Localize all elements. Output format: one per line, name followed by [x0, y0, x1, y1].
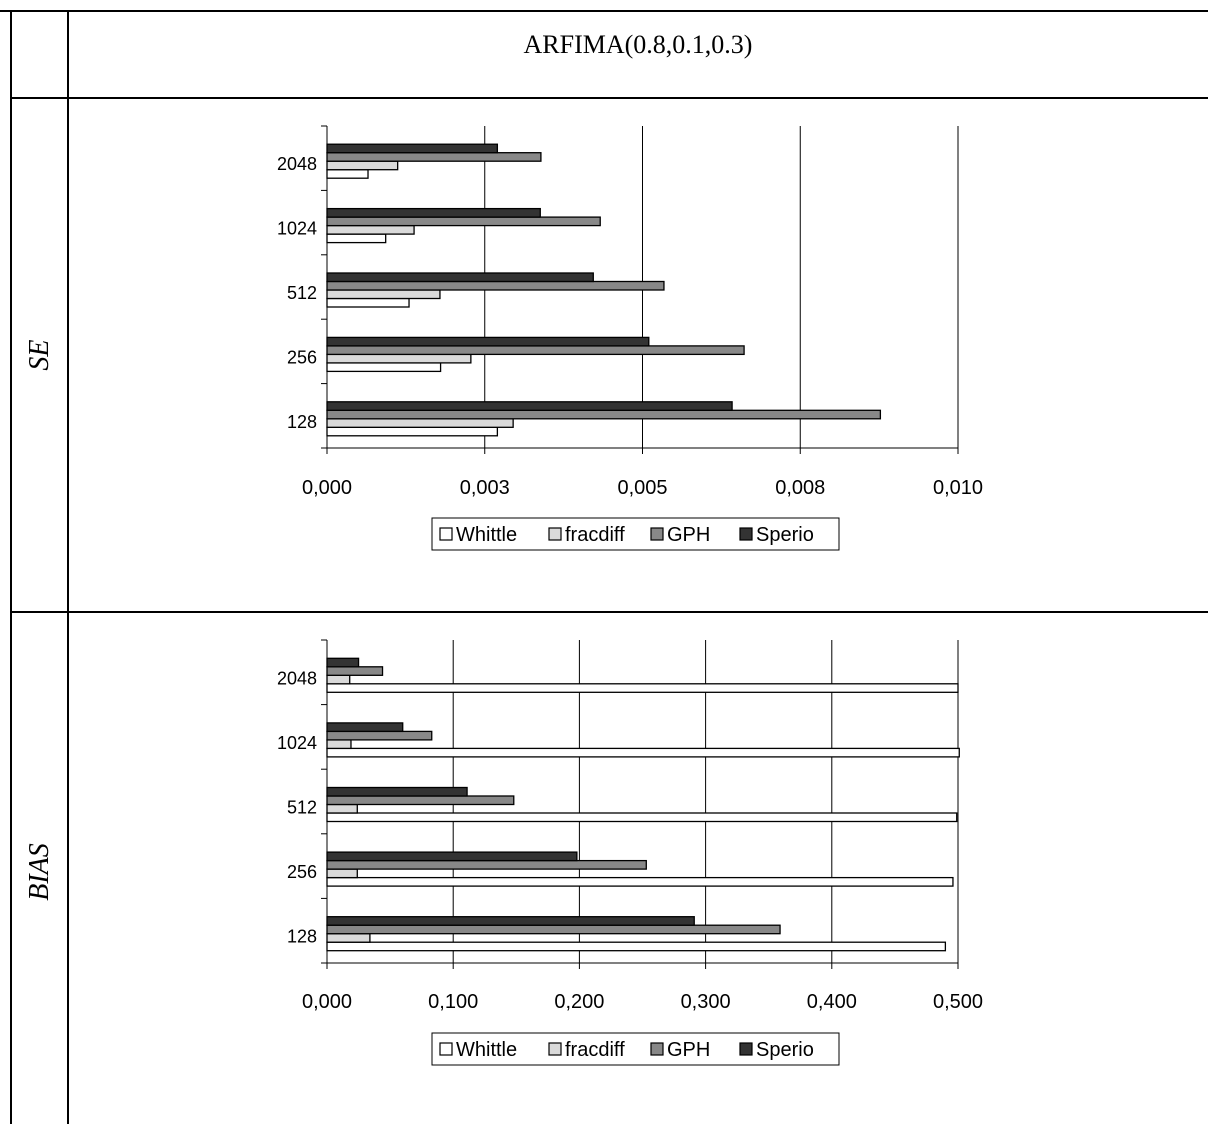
se-x-tick-label: 0,010 [933, 477, 983, 499]
bias-legend-label: fracdiff [565, 1039, 625, 1061]
bias-category-label: 1024 [277, 733, 317, 753]
se-legend-swatch-gph [650, 527, 664, 541]
se-bar-fracdiff-128 [326, 418, 514, 428]
bias-bar-whittle-256 [326, 876, 954, 887]
se-x-tick-label: 0,008 [775, 477, 825, 499]
se-legend-label: fracdiff [565, 524, 625, 546]
bias-category-label: 128 [287, 927, 317, 947]
se-bar-sperio-2048 [326, 143, 499, 154]
se-bar-gph-128 [326, 409, 882, 420]
se-category-label: 512 [287, 283, 317, 303]
se-category-label: 2048 [277, 154, 317, 174]
bias-bar-gph-256 [326, 859, 647, 870]
bias-category-label: 2048 [277, 668, 317, 688]
se-bar-fracdiff-512 [326, 289, 441, 300]
bias-x-tick-label: 0,400 [807, 991, 857, 1013]
bias-bar-gph-512 [326, 795, 515, 806]
bias-bar-whittle-512 [326, 812, 958, 823]
bias-bar-gph-2048 [326, 666, 384, 676]
se-bar-whittle-256 [326, 362, 442, 373]
bias-x-tick-label: 0,500 [933, 991, 983, 1013]
se-category-label: 1024 [277, 219, 317, 239]
se-bar-sperio-128 [326, 401, 733, 411]
se-legend-swatch-whittle [439, 527, 453, 541]
bias-bar-sperio-2048 [326, 657, 360, 668]
se-bar-sperio-256 [326, 336, 650, 347]
bias-x-tick-label: 0,000 [302, 991, 352, 1013]
se-x-tick-label: 0,005 [617, 477, 667, 499]
bias-bar-sperio-1024 [326, 722, 404, 733]
bias-legend [431, 1032, 840, 1066]
bias-legend-swatch-whittle [439, 1042, 453, 1056]
bias-bar-gph-1024 [326, 730, 433, 741]
bias-bar-fracdiff-256 [326, 868, 358, 879]
bias-bar-fracdiff-2048 [326, 674, 351, 685]
se-bar-whittle-512 [326, 297, 410, 308]
se-bar-fracdiff-256 [326, 353, 472, 364]
bias-legend-label: Sperio [756, 1039, 814, 1061]
bias-bar-whittle-1024 [326, 747, 960, 758]
bias-category-label: 512 [287, 798, 317, 818]
se-bar-fracdiff-1024 [326, 224, 415, 235]
se-bar-gph-512 [326, 280, 665, 291]
se-bar-gph-2048 [326, 152, 542, 162]
se-legend-label: Whittle [456, 524, 517, 546]
se-bar-whittle-128 [326, 426, 499, 437]
se-bar-whittle-1024 [326, 233, 387, 244]
bias-bar-whittle-128 [326, 941, 947, 952]
se-legend [431, 517, 840, 551]
bias-legend-swatch-fracdiff [548, 1042, 562, 1056]
bias-bar-sperio-128 [326, 916, 695, 926]
se-bar-sperio-1024 [326, 207, 541, 218]
bias-legend-swatch-gph [650, 1042, 664, 1056]
bias-x-tick-label: 0,300 [681, 991, 731, 1013]
table-title: ARFIMA(0.8,0.1,0.3) [523, 30, 753, 59]
bias-bar-fracdiff-512 [326, 803, 358, 814]
se-legend-swatch-sperio [739, 527, 753, 541]
bias-bar-fracdiff-128 [326, 933, 371, 943]
bias-legend-swatch-sperio [739, 1042, 753, 1056]
se-x-tick-label: 0,003 [460, 477, 510, 499]
bias-bar-fracdiff-1024 [326, 739, 352, 750]
bias-category-label: 256 [287, 862, 317, 882]
se-bar-sperio-512 [326, 272, 594, 283]
se-legend-swatch-fracdiff [548, 527, 562, 541]
se-x-tick-label: 0,000 [302, 477, 352, 499]
bias-x-tick-label: 0,100 [428, 991, 478, 1013]
se-category-label: 128 [287, 412, 317, 432]
se-category-label: 256 [287, 347, 317, 367]
se-bar-whittle-2048 [326, 169, 369, 179]
bias-bar-gph-128 [326, 924, 781, 935]
se-bar-gph-1024 [326, 216, 601, 227]
se-bar-fracdiff-2048 [326, 160, 399, 171]
bias-bar-sperio-256 [326, 851, 578, 862]
bias-legend-label: Whittle [456, 1039, 517, 1061]
bias-x-tick-label: 0,200 [554, 991, 604, 1013]
bias-bar-sperio-512 [326, 786, 468, 797]
se-legend-label: Sperio [756, 524, 814, 546]
se-bar-gph-256 [326, 345, 745, 356]
bias-bar-whittle-2048 [326, 683, 959, 693]
bias-legend-label: GPH [667, 1039, 710, 1061]
se-legend-label: GPH [667, 524, 710, 546]
